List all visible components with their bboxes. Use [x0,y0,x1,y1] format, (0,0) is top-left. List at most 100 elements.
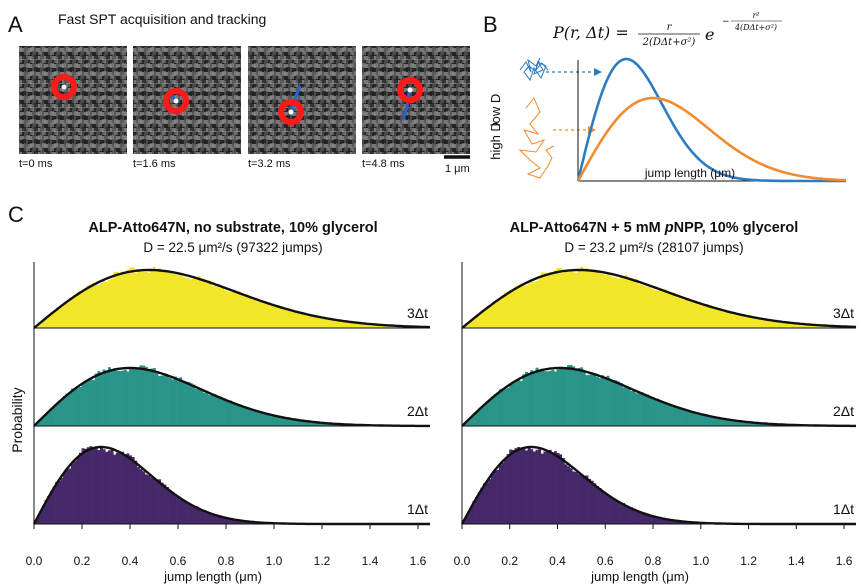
histogram-bar [477,492,481,524]
histogram-bar [81,448,85,524]
histogram-bar [121,271,125,328]
histogram-bar [525,450,528,524]
histogram-bar [477,313,481,328]
histogram-bar [530,449,534,524]
histogram-bar [184,381,188,426]
histogram-bar [81,289,85,328]
histogram-bar [511,383,515,426]
histogram-bar [569,365,573,426]
histogram-bar [327,318,330,328]
histogram-bar [485,308,489,328]
histogram-bar [184,502,188,524]
histogram-bar [221,288,225,328]
histogram-bar [732,419,736,426]
histogram-bar [189,504,193,524]
histogram-bar [290,419,294,426]
histogram-bar [131,456,135,524]
histogram-bar [616,501,620,524]
histogram-bar [611,379,615,426]
histogram-bar [329,423,333,426]
histogram-bar [295,419,299,426]
histogram-bar [758,422,762,426]
histogram-bar [44,414,48,426]
histogram-bar [669,519,673,524]
histogram-bar [666,291,670,328]
histogram-bar [603,377,607,426]
histogram-bar [139,271,143,328]
histogram-bar [129,455,132,524]
histogram-bar [743,421,746,426]
histogram-bar [719,310,723,328]
histogram-bar [242,520,246,524]
histogram-bar [147,273,151,328]
histogram-bar [588,269,592,328]
frame-4 [362,46,470,154]
histogram-bar [39,419,43,426]
histogram-bar [44,500,48,524]
histogram-bar [580,266,584,328]
histogram-bar [115,370,119,426]
histogram-bar [693,302,697,328]
histogram-bar [819,325,823,328]
histogram-bar [197,275,201,328]
histogram-bar [614,380,618,426]
histogram-bar [493,303,497,328]
histogram-bar [218,396,222,426]
chart-left-title: ALP-Atto647N, no substrate, 10% glycerol [88,220,377,236]
histogram-bar [65,469,69,524]
histogram-bar [303,314,307,328]
histogram-bar [561,457,565,524]
histogram-bar [202,510,206,524]
histogram-bar [643,285,647,328]
histogram-bar [65,303,69,328]
histogram-bar [753,316,757,328]
histogram-bar [147,369,151,426]
histogram-bar [514,381,518,426]
histogram-bar [782,321,786,328]
histogram-bar [677,297,681,328]
histogram-bar [216,287,220,328]
histogram-bar [645,286,649,328]
histogram-bar [637,284,641,328]
histogram-bar [102,281,106,328]
histogram-bar [485,482,489,524]
histogram-bar [374,324,378,328]
histogram-bar [60,477,64,524]
histogram-bar [517,447,521,524]
histogram-bar [779,321,783,328]
histogram-bar [105,451,109,524]
histogram-bar [268,414,272,426]
histogram-bar [509,289,513,328]
histogram-bar [86,285,90,328]
histogram-bar [136,271,140,328]
histogram-bar [377,324,381,328]
equation: P(r, Δt) = r 2(DΔt+σ²) e − r² 4(DΔt+σ²) [552,11,782,48]
histogram-bar [656,290,660,328]
histogram-bar [282,306,286,328]
histogram-bar [711,416,715,426]
histogram-bar [229,518,233,524]
histogram-bar [659,287,662,328]
histogram-bar [795,323,799,328]
histogram-bar [543,451,547,524]
histogram-bar [556,267,560,328]
histogram-bar [100,282,103,328]
histogram-bar [724,418,728,426]
histogram-bar [598,488,602,524]
histogram-bar [543,272,547,328]
histogram-bar [319,422,323,426]
histogram-bar [171,491,175,524]
histogram-bar [645,514,649,524]
histogram-bar [745,315,749,328]
histogram-bar [136,467,140,524]
histogram-bar [245,521,249,524]
histogram-bar [606,495,610,524]
chart-left: 3Δt 2Δt 1Δt 0.0 0.2 0.4 0.6 0.8 1.0 1.2 1.4 1.6 [26,262,431,568]
histogram-bar [92,447,96,524]
histogram-bar [808,324,812,328]
panel-a-title: Fast SPT acquisition and tracking [58,11,266,27]
histogram-bar [543,371,547,426]
histogram-bar [287,308,291,328]
histogram-bar [538,449,542,524]
chart-left-xlabel: jump length (μm) [163,569,262,584]
